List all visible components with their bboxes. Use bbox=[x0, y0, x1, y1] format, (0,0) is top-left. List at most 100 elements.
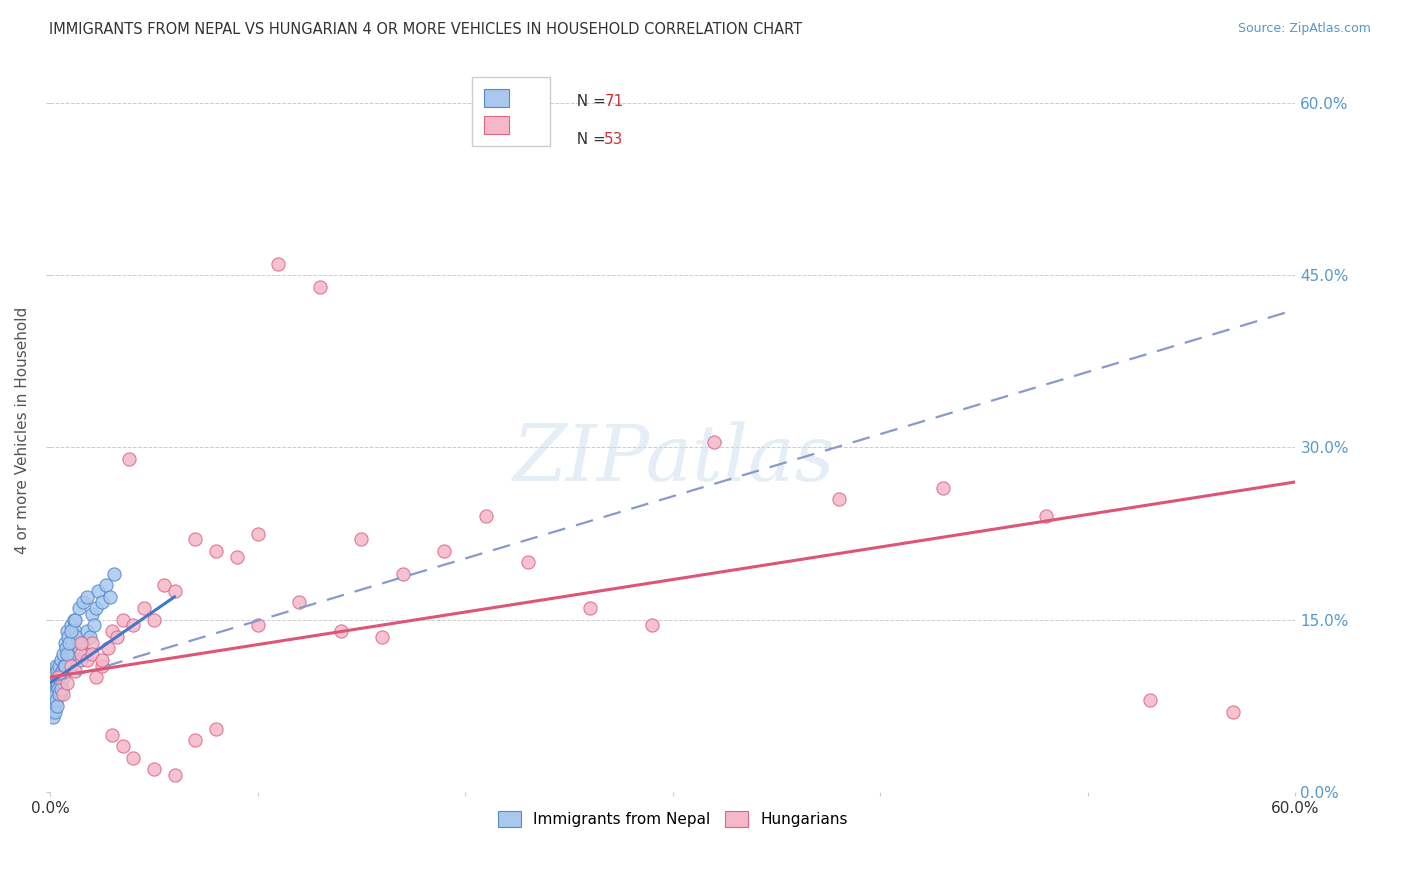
Point bbox=[96, 578, 118, 592]
Point bbox=[59, 647, 82, 661]
Point bbox=[163, 768, 186, 782]
Point bbox=[49, 676, 72, 690]
Point bbox=[101, 727, 124, 741]
Point bbox=[46, 676, 69, 690]
Point bbox=[55, 676, 77, 690]
Point bbox=[42, 710, 65, 724]
Point bbox=[1139, 693, 1161, 707]
Point bbox=[45, 665, 67, 679]
Point bbox=[76, 624, 98, 639]
Y-axis label: 4 or more Vehicles in Household: 4 or more Vehicles in Household bbox=[15, 307, 30, 554]
Point bbox=[91, 595, 114, 609]
Point bbox=[98, 590, 121, 604]
Point bbox=[60, 635, 83, 649]
Point bbox=[703, 434, 725, 449]
Point bbox=[41, 705, 63, 719]
Point bbox=[267, 257, 290, 271]
Text: 71: 71 bbox=[605, 94, 623, 109]
Point bbox=[45, 681, 67, 696]
Point bbox=[44, 687, 66, 701]
Point bbox=[48, 670, 70, 684]
Point bbox=[55, 647, 77, 661]
Point bbox=[105, 630, 128, 644]
Point bbox=[70, 647, 93, 661]
Point bbox=[80, 647, 103, 661]
Point bbox=[79, 630, 101, 644]
Point bbox=[59, 624, 82, 639]
Point bbox=[132, 601, 155, 615]
Point bbox=[42, 681, 65, 696]
Point bbox=[578, 601, 600, 615]
Point bbox=[59, 618, 82, 632]
Point bbox=[41, 681, 63, 696]
Point bbox=[142, 613, 165, 627]
Point bbox=[516, 555, 538, 569]
Point bbox=[48, 681, 70, 696]
Point bbox=[52, 687, 75, 701]
Text: 0.318: 0.318 bbox=[509, 94, 553, 109]
Point bbox=[63, 624, 86, 639]
Point bbox=[122, 618, 145, 632]
Point bbox=[80, 635, 103, 649]
Point bbox=[55, 641, 77, 656]
Point bbox=[226, 549, 249, 564]
Point bbox=[246, 618, 269, 632]
Point bbox=[39, 670, 62, 684]
Point bbox=[91, 653, 114, 667]
Point bbox=[44, 687, 66, 701]
Point bbox=[84, 601, 107, 615]
Point bbox=[70, 653, 93, 667]
Point bbox=[288, 595, 311, 609]
Text: R =: R = bbox=[474, 132, 506, 147]
Point bbox=[931, 481, 953, 495]
Point bbox=[87, 584, 110, 599]
Point bbox=[48, 687, 70, 701]
Point bbox=[1222, 705, 1244, 719]
Point bbox=[49, 681, 72, 696]
Point bbox=[51, 665, 73, 679]
Point bbox=[58, 658, 80, 673]
Point bbox=[828, 492, 851, 507]
Point bbox=[42, 693, 65, 707]
Point bbox=[53, 658, 76, 673]
Point bbox=[45, 658, 67, 673]
Point bbox=[48, 658, 70, 673]
Point bbox=[163, 584, 186, 599]
Point bbox=[44, 693, 66, 707]
Text: 0.243: 0.243 bbox=[509, 132, 553, 147]
Legend: Immigrants from Nepal, Hungarians: Immigrants from Nepal, Hungarians bbox=[491, 803, 856, 835]
Point bbox=[49, 687, 72, 701]
Point bbox=[72, 635, 94, 649]
Point bbox=[91, 658, 114, 673]
Point bbox=[76, 590, 98, 604]
Point bbox=[142, 762, 165, 776]
Point bbox=[111, 613, 134, 627]
Point bbox=[55, 624, 77, 639]
Point bbox=[72, 595, 94, 609]
Point bbox=[63, 613, 86, 627]
Point bbox=[1035, 509, 1057, 524]
Point bbox=[53, 635, 76, 649]
Point bbox=[80, 607, 103, 621]
Point bbox=[59, 658, 82, 673]
Point bbox=[153, 578, 176, 592]
Point bbox=[41, 676, 63, 690]
Point bbox=[97, 641, 120, 656]
Point bbox=[433, 544, 456, 558]
Point bbox=[44, 698, 66, 713]
Point bbox=[41, 687, 63, 701]
Point bbox=[111, 739, 134, 753]
Point bbox=[63, 665, 86, 679]
Point bbox=[41, 698, 63, 713]
Point bbox=[52, 670, 75, 684]
Point bbox=[67, 641, 90, 656]
Point bbox=[641, 618, 664, 632]
Point bbox=[70, 635, 93, 649]
Point bbox=[84, 670, 107, 684]
Point bbox=[392, 566, 415, 581]
Point bbox=[62, 647, 84, 661]
Point bbox=[103, 566, 125, 581]
Text: N =: N = bbox=[567, 94, 610, 109]
Point bbox=[122, 750, 145, 764]
Point bbox=[184, 533, 207, 547]
